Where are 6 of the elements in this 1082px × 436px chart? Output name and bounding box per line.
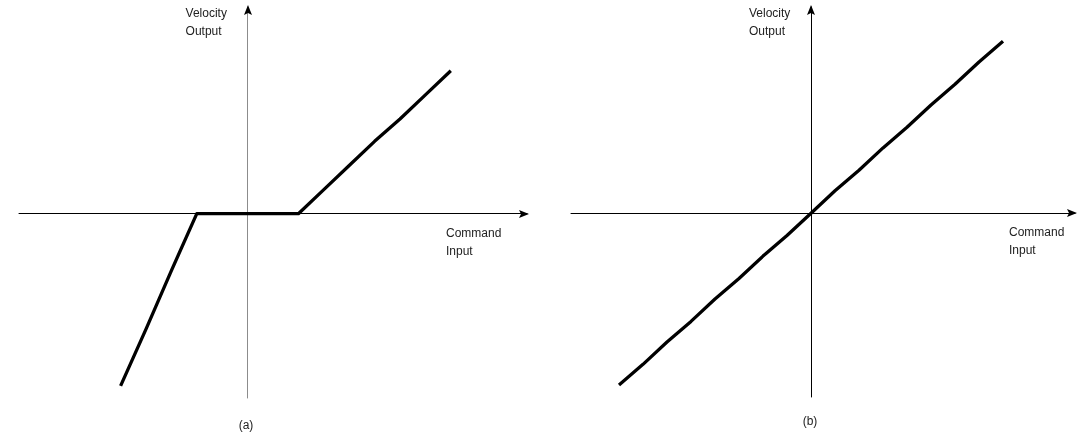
y-axis-title: Velocity Output (185, 6, 231, 38)
text: (a) (238, 418, 254, 432)
text: (b) (802, 414, 818, 428)
y-axis-title: Velocity Output (749, 6, 794, 38)
x-axis-title: Command Input (1009, 225, 1068, 258)
x-axis-title: Command Input (446, 225, 505, 258)
